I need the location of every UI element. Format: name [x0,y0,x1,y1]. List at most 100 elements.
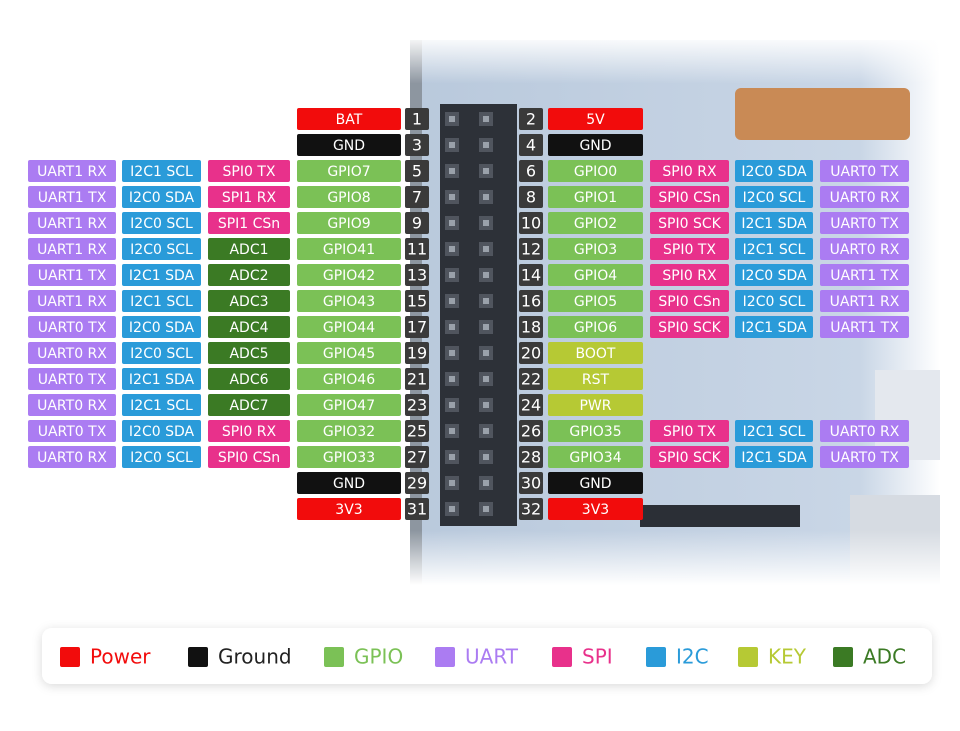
pin-label-box [122,290,201,312]
pin-label-box [548,316,643,338]
pin-label: GPIO47 [323,398,375,414]
pin-label: GPIO33 [323,450,375,466]
pin-number-box [519,134,543,156]
pin-label-box [28,342,116,364]
pin-label-box [820,186,909,208]
legend-label: GPIO [354,645,403,669]
pin-label: GPIO46 [323,372,375,388]
pin [449,324,455,330]
legend-label: Ground [218,645,292,669]
pin-label: GPIO44 [323,320,375,336]
pin-label-box [122,342,201,364]
pin-label-box [297,134,401,156]
pin-label: GPIO32 [323,424,375,440]
pin-label: SPI0 CSn [218,450,280,466]
pin-number-box [519,238,543,260]
legend-label: UART [465,645,519,669]
pin-number: 2 [526,110,536,129]
pin-number-box [405,420,429,442]
pin-label: I2C0 SDA [129,424,195,440]
pin-number-box [405,472,429,494]
pin-number: 31 [407,500,427,519]
pin [483,194,489,200]
pin-label: SPI0 RX [662,268,717,284]
legend-label: KEY [768,645,807,669]
pin-label: GPIO1 [574,190,617,206]
pin-number-box [519,108,543,130]
pin-number: 3 [412,136,422,155]
pin-label: GPIO2 [574,216,617,232]
pin-label: UART1 RX [830,294,900,310]
pin-label-box [28,420,116,442]
pin-label: I2C1 SDA [129,268,195,284]
pin-label-box [548,290,643,312]
pin-label: UART1 RX [37,216,107,232]
pin-label-box [122,420,201,442]
legend-swatch [646,647,666,667]
pin-label-box [820,264,909,286]
pin-label: I2C0 SDA [741,268,807,284]
pin-label-box [28,264,116,286]
pin-label-box [735,290,813,312]
pin-label: UART1 TX [830,268,899,284]
pin-label-box [548,368,643,390]
pin-number: 12 [521,240,541,259]
pin-number: 32 [521,500,541,519]
pin-label-box [208,290,290,312]
pin-label: I2C0 SCL [130,346,193,362]
pin [449,194,455,200]
pin-label: PWR [579,398,611,414]
pin-number: 25 [407,422,427,441]
pin-number-box [405,446,429,468]
pin-number: 29 [407,474,427,493]
legend-swatch [833,647,853,667]
pin-label: SPI0 CSn [658,190,720,206]
pin-label: GPIO34 [569,450,621,466]
pin-label-box [548,212,643,234]
pin-label-box [297,446,401,468]
pin-label: ADC2 [229,268,268,284]
pin-label: I2C1 SCL [130,398,193,414]
pin-label: UART0 TX [830,216,899,232]
pin-label-box [735,420,813,442]
pin-label-box [297,264,401,286]
pin-label: ADC7 [229,398,268,414]
pin-label-box [28,446,116,468]
pin-label: UART0 TX [38,424,107,440]
pin-label-box [548,446,643,468]
pin-label: GPIO7 [327,164,370,180]
pin-label: I2C1 SCL [743,424,806,440]
pin-label: GPIO0 [574,164,617,180]
pin [483,402,489,408]
pin-label: UART0 RX [830,424,900,440]
pin-label-box [297,212,401,234]
board-image [410,40,940,585]
pin-label: GND [579,476,611,492]
pin-label: I2C1 SDA [129,372,195,388]
pin-label: UART1 TX [38,190,107,206]
legend-label: ADC [863,645,906,669]
pin-label: GPIO35 [569,424,621,440]
pin-number-box [519,316,543,338]
pin-label-box [297,368,401,390]
pin-label-box [28,394,116,416]
pin-label: UART1 TX [830,320,899,336]
pin-number-box [405,498,429,520]
pin [449,506,455,512]
pin-label-box [28,160,116,182]
pin-label-box [297,238,401,260]
pin-label-box [548,420,643,442]
legend-swatch [188,647,208,667]
pin-label-box [122,316,201,338]
pin-number-box [405,342,429,364]
pin-label-box [735,446,813,468]
pin-label-box [548,394,643,416]
legend-label: SPI [582,645,613,669]
pin [449,428,455,434]
pin [449,272,455,278]
pin-label-box [208,368,290,390]
pin [449,480,455,486]
pin-label: UART1 TX [38,268,107,284]
pin-label: GPIO41 [323,242,375,258]
